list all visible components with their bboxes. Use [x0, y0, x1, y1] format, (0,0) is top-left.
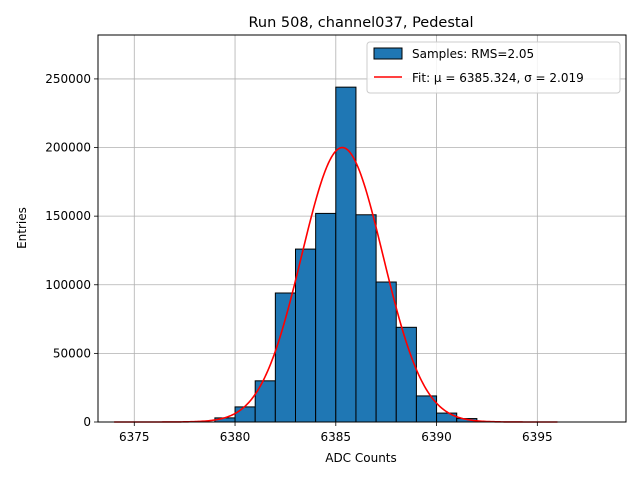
histogram-bar [315, 212, 337, 423]
x-tick-label: 6385 [321, 430, 352, 444]
histogram-bar [355, 214, 377, 423]
y-axis-ticks: 0 50000 100000 150000 200000 250000 [45, 72, 98, 429]
y-axis-label: Entries [15, 207, 29, 249]
y-tick-label: 250000 [45, 72, 91, 86]
x-tick-label: 6380 [220, 430, 251, 444]
legend-fit-label: Fit: μ = 6385.324, σ = 2.019 [412, 71, 584, 85]
y-tick-label: 200000 [45, 141, 91, 155]
histogram-bar [294, 248, 317, 423]
y-tick-label: 150000 [45, 209, 91, 223]
x-tick-label: 6395 [522, 430, 553, 444]
legend-box [366, 41, 621, 94]
chart-title: Run 508, channel037, Pedestal [248, 15, 473, 31]
y-tick-label: 0 [83, 415, 91, 429]
histogram-bar [375, 281, 397, 423]
plot-frame [97, 34, 627, 423]
legend-histogram-label: Samples: RMS=2.05 [412, 47, 534, 61]
x-tick-label: 6390 [421, 430, 452, 444]
x-axis-ticks: 6375 6380 6385 6390 6395 [119, 422, 553, 444]
histogram-bar [436, 412, 458, 423]
histogram-bar [234, 406, 256, 423]
histogram-bar [274, 292, 296, 423]
y-tick-label: 50000 [53, 346, 91, 360]
legend: Samples: RMS=2.05 Fit: μ = 6385.324, σ =… [366, 41, 621, 94]
histogram-bar [254, 380, 276, 423]
histogram-bars [214, 86, 478, 423]
x-tick-label: 6375 [119, 430, 150, 444]
histogram-bar [335, 86, 357, 423]
x-axis-label: ADC Counts [325, 451, 397, 465]
y-tick-label: 100000 [45, 278, 91, 292]
legend-histogram-swatch [373, 47, 403, 60]
